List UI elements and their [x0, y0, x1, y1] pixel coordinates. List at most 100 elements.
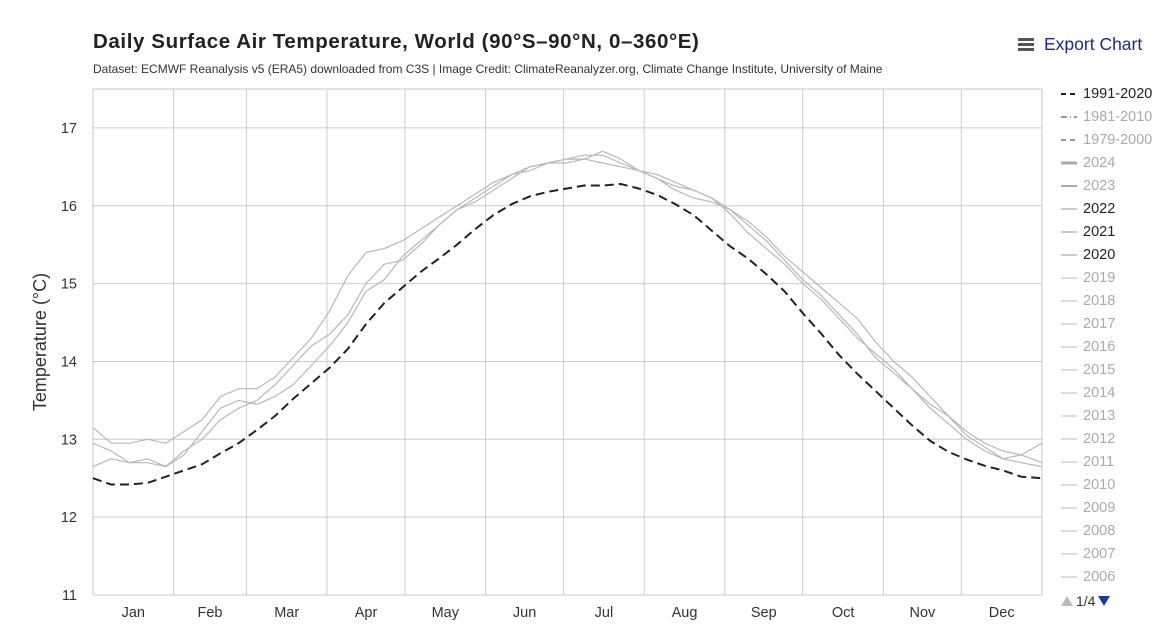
series-line-2021 — [92, 154, 1043, 468]
legend-item-2016[interactable]: 2016 — [1061, 335, 1173, 358]
legend-label: 2009 — [1083, 499, 1116, 516]
x-tick-label: Nov — [910, 605, 937, 621]
legend-label: 2011 — [1083, 453, 1115, 470]
legend-label: 2012 — [1083, 430, 1116, 447]
legend-label: 1991-2020 — [1083, 85, 1153, 102]
legend-line-swatch — [1061, 552, 1077, 555]
legend-item-2021[interactable]: 2021 — [1061, 220, 1173, 243]
hamburger-menu-icon — [1018, 38, 1034, 51]
legend-line-swatch — [1061, 322, 1077, 325]
legend-line-swatch — [1061, 115, 1077, 118]
export-chart-button[interactable]: Export Chart — [1018, 34, 1142, 55]
legend-label: 2018 — [1083, 292, 1116, 309]
legend-item-2022[interactable]: 2022 — [1061, 197, 1173, 220]
legend-label: 2023 — [1083, 177, 1116, 194]
x-tick-label: Jul — [595, 605, 614, 621]
legend-line-swatch — [1061, 529, 1077, 532]
legend-line-swatch — [1061, 506, 1077, 509]
legend-line-swatch — [1061, 138, 1077, 141]
x-tick-label: Jan — [122, 605, 145, 621]
legend-line-swatch — [1061, 368, 1077, 371]
x-tick-label: Oct — [832, 605, 855, 621]
chart-legend: 1991-2020 1981-2010 1979-2000 2024 2023 2022 2… — [1061, 82, 1173, 588]
legend-line-swatch — [1061, 92, 1077, 95]
legend-line-swatch — [1061, 230, 1077, 233]
x-tick-label: Aug — [672, 605, 698, 621]
legend-line-swatch — [1061, 253, 1077, 256]
legend-item-2018[interactable]: 2018 — [1061, 289, 1173, 312]
legend-label: 2017 — [1083, 315, 1116, 332]
y-tick-label: 15 — [61, 277, 77, 293]
y-axis-label: Temperature (°C) — [30, 273, 50, 411]
x-tick-label: Apr — [355, 605, 378, 621]
legend-label: 2010 — [1083, 476, 1116, 493]
y-tick-label: 12 — [61, 510, 77, 526]
legend-line-swatch — [1061, 161, 1077, 164]
legend-line-swatch — [1061, 460, 1077, 463]
x-tick-label: May — [432, 605, 460, 621]
legend-label: 2013 — [1083, 407, 1116, 424]
legend-item-2010[interactable]: 2010 — [1061, 473, 1173, 496]
legend-label: 2019 — [1083, 269, 1116, 286]
y-tick-label: 14 — [61, 354, 77, 370]
y-tick-label: 13 — [61, 432, 77, 448]
legend-label: 2006 — [1083, 568, 1116, 585]
legend-label: 2015 — [1083, 361, 1116, 378]
legend-page-indicator: 1/4 — [1076, 593, 1096, 609]
legend-item-1979-2000[interactable]: 1979-2000 — [1061, 128, 1173, 151]
legend-label: 2020 — [1083, 246, 1116, 263]
x-tick-label: Mar — [274, 605, 299, 621]
legend-item-2024[interactable]: 2024 — [1061, 151, 1173, 174]
legend-line-swatch — [1061, 483, 1077, 486]
legend-line-swatch — [1061, 345, 1077, 348]
legend-line-swatch — [1061, 299, 1077, 302]
legend-item-2007[interactable]: 2007 — [1061, 542, 1173, 565]
legend-page-up-icon[interactable] — [1061, 596, 1073, 606]
legend-item-2014[interactable]: 2014 — [1061, 381, 1173, 404]
legend-item-2013[interactable]: 2013 — [1061, 404, 1173, 427]
legend-label: 2014 — [1083, 384, 1116, 401]
legend-item-2019[interactable]: 2019 — [1061, 266, 1173, 289]
plot-area-border — [92, 88, 1043, 596]
legend-item-2009[interactable]: 2009 — [1061, 496, 1173, 519]
chart-title: Daily Surface Air Temperature, World (90… — [93, 30, 700, 53]
x-tick-label: Jun — [513, 605, 536, 621]
legend-line-swatch — [1061, 391, 1077, 394]
x-tick-label: Dec — [989, 605, 1015, 621]
legend-line-swatch — [1061, 184, 1077, 187]
legend-item-2012[interactable]: 2012 — [1061, 427, 1173, 450]
legend-item-2011[interactable]: 2011 — [1061, 450, 1173, 473]
legend-label: 2007 — [1083, 545, 1116, 562]
legend-label: 2021 — [1083, 223, 1116, 240]
series-line-1991-2020 — [92, 183, 1043, 486]
legend-label: 1979-2000 — [1083, 131, 1153, 148]
legend-page-down-icon[interactable] — [1098, 596, 1111, 606]
legend-item-2008[interactable]: 2008 — [1061, 519, 1173, 542]
chart-subtitle: Dataset: ECMWF Reanalysis v5 (ERA5) down… — [93, 62, 883, 76]
legend-item-2015[interactable]: 2015 — [1061, 358, 1173, 381]
series-line-2020 — [92, 150, 1043, 456]
series-line-2022 — [92, 158, 1043, 468]
legend-item-2006[interactable]: 2006 — [1061, 565, 1173, 588]
legend-label: 2008 — [1083, 522, 1116, 539]
x-tick-label: Sep — [751, 605, 777, 621]
x-tick-label: Feb — [198, 605, 223, 621]
legend-item-1981-2010[interactable]: 1981-2010 — [1061, 105, 1173, 128]
legend-item-2023[interactable]: 2023 — [1061, 174, 1173, 197]
legend-label: 1981-2010 — [1083, 108, 1153, 125]
legend-item-2017[interactable]: 2017 — [1061, 312, 1173, 335]
legend-line-swatch — [1061, 276, 1077, 279]
legend-label: 2016 — [1083, 338, 1116, 355]
chart-axes: 11 12 13 14 15 16 17 Jan Feb Mar Apr May Jun Jul Aug Se… — [61, 121, 1015, 621]
legend-line-swatch — [1061, 414, 1077, 417]
y-tick-label: 11 — [62, 588, 77, 604]
legend-line-swatch — [1061, 437, 1077, 440]
legend-item-2020[interactable]: 2020 — [1061, 243, 1173, 266]
chart-grid — [92, 88, 1043, 596]
legend-label: 2024 — [1083, 154, 1116, 171]
legend-line-swatch — [1061, 575, 1077, 578]
legend-item-1991-2020[interactable]: 1991-2020 — [1061, 82, 1173, 105]
export-chart-label: Export Chart — [1044, 34, 1143, 54]
legend-label: 2022 — [1083, 200, 1116, 217]
